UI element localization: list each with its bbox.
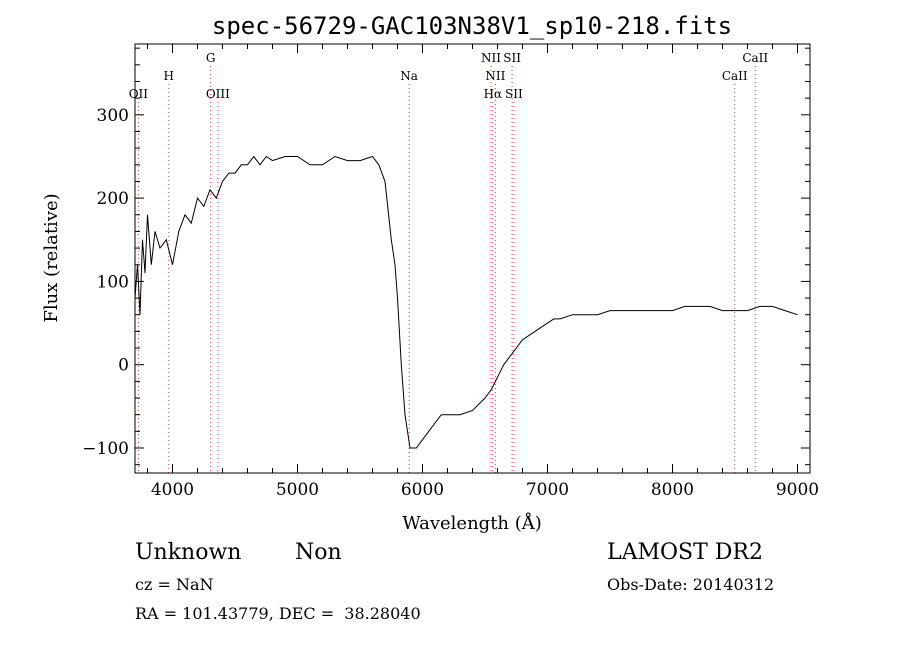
spectral-line-label: NII	[485, 69, 505, 83]
spectral-line-label: SII	[505, 87, 523, 101]
y-axis-label: Flux (relative)	[41, 193, 62, 322]
y-tick-label: 300	[97, 106, 129, 126]
subclass-label: Non	[295, 540, 342, 565]
spectral-line-label: OII	[129, 87, 149, 101]
spectral-line-label: G	[206, 51, 216, 65]
x-tick-label: 8000	[651, 480, 694, 500]
spectral-line-label: Na	[400, 69, 418, 83]
y-tick-label: 0	[118, 356, 129, 376]
spectral-line-label: CaII	[722, 69, 748, 83]
x-tick-label: 6000	[401, 480, 444, 500]
x-tick-label: 5000	[276, 480, 319, 500]
series-flux	[134, 155, 798, 449]
class-label: Unknown	[135, 540, 242, 565]
spectral-line-label: OIII	[206, 87, 230, 101]
chart-title: spec-56729-GAC103N38V1_sp10-218.fits	[212, 12, 732, 40]
obs-date-label: Obs-Date: 20140312	[607, 575, 775, 594]
spectral-line-label: CaII	[742, 51, 768, 65]
spectral-line-label: NII	[481, 51, 501, 65]
spectral-line-label: SII	[503, 51, 521, 65]
x-tick-label: 4000	[151, 480, 194, 500]
survey-label: LAMOST DR2	[607, 540, 763, 565]
y-tick-label: −100	[82, 439, 129, 459]
x-axis-label: Wavelength (Å)	[402, 512, 542, 534]
radec-label: RA = 101.43779, DEC = 38.28040	[135, 604, 421, 623]
y-tick-label: 200	[97, 189, 129, 209]
axis-ticks: 4000 5000 6000 7000 8000 9000 −100 0 100 200 300	[82, 44, 819, 500]
x-tick-label: 7000	[526, 480, 569, 500]
spectral-line-label: H	[164, 69, 174, 83]
x-tick-label: 9000	[776, 480, 819, 500]
plot-frame	[134, 43, 811, 474]
cz-label: cz = NaN	[135, 575, 214, 594]
spectral-line-label: Hα	[484, 87, 503, 101]
y-tick-label: 100	[97, 272, 129, 292]
